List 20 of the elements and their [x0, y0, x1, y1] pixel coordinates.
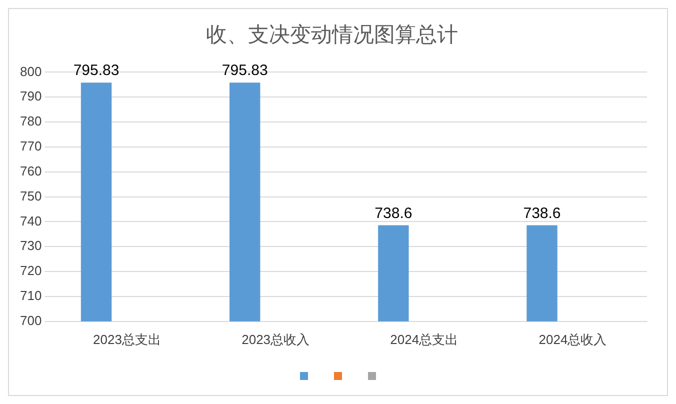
data-label: 738.6 [523, 204, 561, 222]
y-tick-label: 750 [20, 188, 42, 204]
y-tick-label: 800 [20, 64, 42, 79]
data-label: 795.83 [73, 62, 120, 80]
x-tick-label: 2023总支出 [93, 332, 161, 347]
y-tick-label: 790 [20, 88, 42, 104]
y-tick-label: 770 [20, 138, 42, 154]
y-tick-label: 780 [20, 114, 42, 129]
chart-title: 收、支决变动情况图算总计 [206, 23, 458, 46]
y-tick-label: 730 [20, 238, 42, 254]
y-tick-label: 760 [20, 163, 42, 178]
y-tick-label: 720 [20, 263, 42, 278]
y-tick-label: 710 [20, 288, 42, 304]
x-tick-label: 2024总支出 [390, 332, 458, 347]
data-label: 738.6 [374, 204, 412, 222]
x-tick-label: 2024总收入 [538, 332, 607, 347]
y-tick-label: 700 [20, 312, 42, 328]
y-tick-label: 740 [20, 213, 42, 228]
x-tick-label: 2023总收入 [242, 332, 310, 347]
data-label: 795.83 [222, 62, 268, 80]
